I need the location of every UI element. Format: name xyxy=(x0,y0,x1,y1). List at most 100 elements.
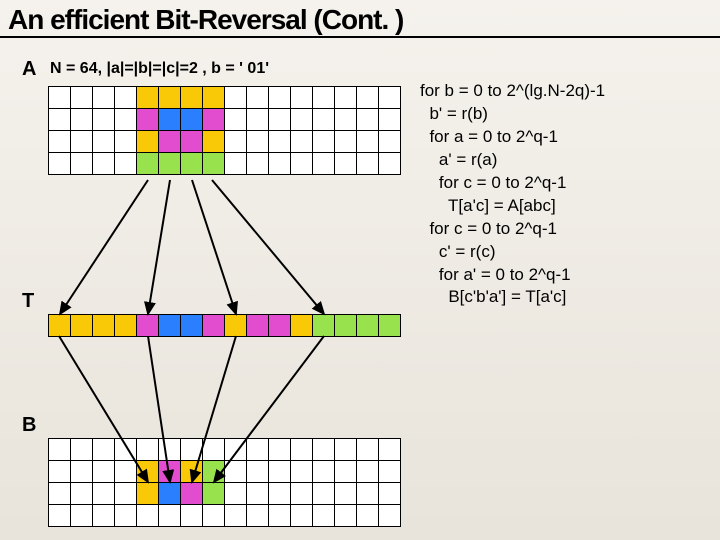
code-line: for a = 0 to 2^q-1 xyxy=(420,126,710,149)
grid-cell xyxy=(269,439,291,461)
grid-cell xyxy=(115,483,137,505)
grid-cell xyxy=(269,131,291,153)
grid-cell xyxy=(49,87,71,109)
code-line: for b = 0 to 2^(lg.N-2q)-1 xyxy=(420,80,710,103)
grid-cell xyxy=(357,439,379,461)
grid-cell xyxy=(291,439,313,461)
grid-cell xyxy=(357,153,379,175)
grid-cell xyxy=(137,87,159,109)
grid-cell xyxy=(137,315,159,337)
grid-cell xyxy=(269,505,291,527)
grid-cell xyxy=(269,87,291,109)
grid-cell xyxy=(291,483,313,505)
grid-cell xyxy=(335,439,357,461)
grid-cell xyxy=(93,153,115,175)
grid-cell xyxy=(313,315,335,337)
grid-cell xyxy=(225,87,247,109)
grid-cell xyxy=(181,109,203,131)
grid-cell xyxy=(159,483,181,505)
grid-T xyxy=(48,314,401,337)
grid-cell xyxy=(291,153,313,175)
grid-cell xyxy=(115,315,137,337)
grid-cell xyxy=(203,87,225,109)
grid-cell xyxy=(137,109,159,131)
grid-cell xyxy=(115,461,137,483)
grid-cell xyxy=(181,87,203,109)
grid-cell xyxy=(269,315,291,337)
grid-cell xyxy=(335,153,357,175)
grid-cell xyxy=(115,153,137,175)
grid-cell xyxy=(181,131,203,153)
code-line: b' = r(b) xyxy=(420,103,710,126)
grid-cell xyxy=(247,439,269,461)
grid-cell xyxy=(71,109,93,131)
grid-cell xyxy=(313,439,335,461)
grid-cell xyxy=(335,87,357,109)
grid-cell xyxy=(71,505,93,527)
grid-cell xyxy=(357,505,379,527)
arrow xyxy=(212,180,324,314)
grid-cell xyxy=(71,87,93,109)
grid-cell xyxy=(225,131,247,153)
grid-cell xyxy=(313,461,335,483)
grid-cell xyxy=(225,439,247,461)
grid-cell xyxy=(225,153,247,175)
grid-cell xyxy=(49,315,71,337)
grid-cell xyxy=(357,131,379,153)
grid-cell xyxy=(49,153,71,175)
grid-cell xyxy=(137,439,159,461)
grid-cell xyxy=(71,461,93,483)
grid-cell xyxy=(269,109,291,131)
grid-cell xyxy=(247,315,269,337)
grid-cell xyxy=(291,87,313,109)
grid-cell xyxy=(115,109,137,131)
grid-cell xyxy=(93,131,115,153)
grid-cell xyxy=(291,461,313,483)
grid-cell xyxy=(379,87,401,109)
grid-B xyxy=(48,438,401,527)
grid-cell xyxy=(203,109,225,131)
code-line: c' = r(c) xyxy=(420,241,710,264)
grid-cell xyxy=(313,483,335,505)
grid-cell xyxy=(93,505,115,527)
grid-cell xyxy=(159,461,181,483)
grid-cell xyxy=(357,109,379,131)
grid-cell xyxy=(203,131,225,153)
arrow xyxy=(148,180,170,314)
grid-cell xyxy=(137,153,159,175)
grid-cell xyxy=(181,153,203,175)
grid-cell xyxy=(357,461,379,483)
code-line: for a' = 0 to 2^q-1 xyxy=(420,264,710,287)
grid-cell xyxy=(49,461,71,483)
grid-cell xyxy=(93,439,115,461)
grid-cell xyxy=(137,483,159,505)
page-title: An efficient Bit-Reversal (Cont. ) xyxy=(0,0,720,38)
grid-cell xyxy=(247,461,269,483)
grid-cell xyxy=(137,131,159,153)
grid-cell xyxy=(71,315,93,337)
grid-cell xyxy=(247,87,269,109)
grid-cell xyxy=(159,505,181,527)
grid-cell xyxy=(181,315,203,337)
grid-cell xyxy=(115,439,137,461)
grid-cell xyxy=(247,505,269,527)
grid-cell xyxy=(159,439,181,461)
grid-cell xyxy=(379,153,401,175)
grid-cell xyxy=(49,439,71,461)
grid-cell xyxy=(203,483,225,505)
grid-cell xyxy=(335,131,357,153)
grid-cell xyxy=(93,315,115,337)
grid-cell xyxy=(379,439,401,461)
grid-cell xyxy=(379,483,401,505)
grid-cell xyxy=(335,315,357,337)
grid-cell xyxy=(225,109,247,131)
grid-cell xyxy=(203,461,225,483)
label-T: T xyxy=(22,290,34,313)
arrow xyxy=(60,180,148,314)
grid-cell xyxy=(159,153,181,175)
grid-cell xyxy=(357,315,379,337)
grid-cell xyxy=(313,87,335,109)
grid-cell xyxy=(357,87,379,109)
grid-cell xyxy=(203,505,225,527)
grid-cell xyxy=(71,483,93,505)
